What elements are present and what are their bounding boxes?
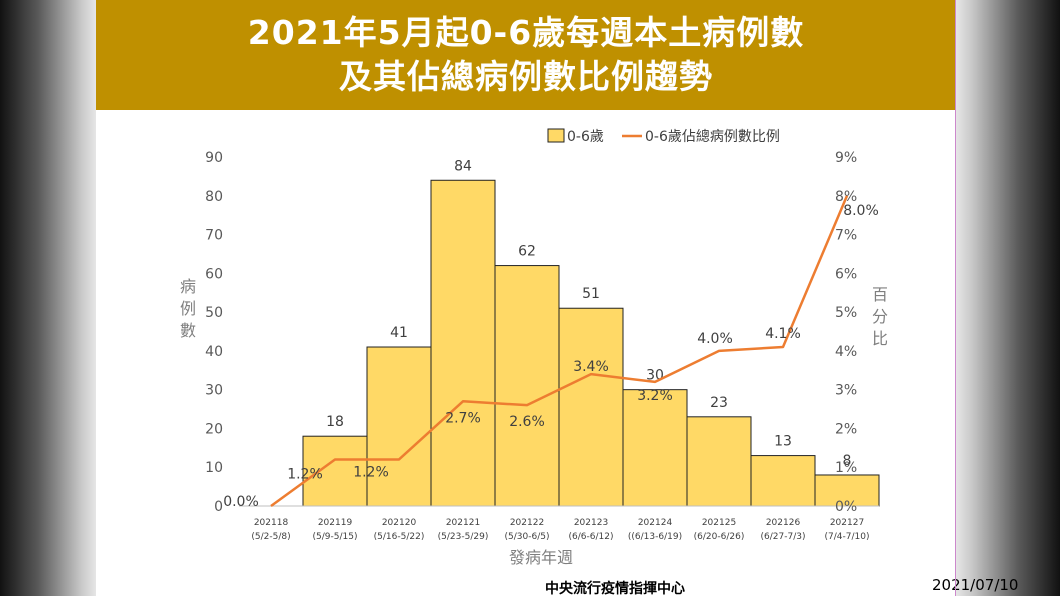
x-tick-week: 202120 [382, 518, 417, 528]
x-tick-range: (5/2-5/8) [251, 532, 290, 542]
y-right-tick-label: 3% [835, 383, 857, 399]
combo-chart: 18 41 84 62 51 30 23 13 8 0.0% 1.2% 1.2% 2.7% 2.6% 3.4… [180, 128, 888, 567]
line-value-label: 2.7% [445, 410, 481, 426]
y-right-tick-label: 4% [835, 344, 857, 360]
legend-line-label: 0-6歲佔總病例數比例 [645, 128, 780, 145]
x-tick-range: (6/6-6/12) [569, 532, 614, 542]
y-left-tick-label: 40 [205, 344, 223, 360]
x-tick-range: (6/20-6/26) [694, 532, 745, 542]
y-right-axis-title-char: 百 [872, 285, 888, 304]
y-left-tick-label: 60 [205, 266, 223, 282]
source-label: 中央流行疫情指揮中心 [545, 581, 685, 597]
title-line-1: 2021年5月起0-6歲每週本土病例數 [247, 13, 805, 52]
x-axis-title: 發病年週 [509, 548, 573, 567]
right-frame [956, 0, 1060, 596]
y-left-tick-label: 80 [205, 189, 223, 205]
line-value-label: 3.4% [573, 359, 609, 375]
y-left-tick-label: 0 [214, 499, 223, 515]
line-value-label: 8.0% [843, 203, 879, 219]
bar-value-label: 13 [774, 434, 792, 450]
bar-value-label: 18 [326, 414, 344, 430]
y-right-axis-title-char: 分 [872, 307, 888, 326]
bar-202125 [686, 416, 752, 507]
slide-edge-line [955, 0, 956, 596]
x-tick-range: (5/9-5/15) [313, 532, 358, 542]
left-frame [0, 0, 96, 596]
bar-value-label: 84 [454, 158, 472, 174]
y-right-tick-label: 9% [835, 150, 857, 166]
title-banner: 2021年5月起0-6歲每週本土病例數 及其佔總病例數比例趨勢 [96, 0, 956, 110]
y-left-tick-label: 30 [205, 383, 223, 399]
bar-202123 [558, 307, 624, 507]
bar-value-label: 51 [582, 286, 600, 302]
x-tick-week: 202123 [574, 518, 608, 528]
x-tick-week: 202121 [446, 518, 480, 528]
x-tick-week: 202124 [638, 518, 673, 528]
y-right-tick-label: 7% [835, 228, 857, 244]
y-left-axis-title-char: 數 [180, 321, 196, 340]
y-right-tick-label: 5% [835, 305, 857, 321]
bar-value-label: 23 [710, 395, 728, 411]
slide: 2021年5月起0-6歲每週本土病例數 及其佔總病例數比例趨勢 18 41 84 62… [96, 0, 1018, 597]
y-right-tick-label: 0% [835, 499, 857, 515]
x-tick-range: (5/30-6/5) [505, 532, 550, 542]
x-tick-week: 202122 [510, 518, 544, 528]
bar-202121 [430, 179, 496, 507]
x-tick-range: ((6/13-6/19) [628, 532, 682, 542]
x-tick-week: 202126 [766, 518, 801, 528]
bar-value-label: 62 [518, 244, 536, 260]
percentage-line [270, 195, 849, 508]
x-tick-range: (6/27-7/3) [761, 532, 806, 542]
x-tick-week: 202125 [702, 518, 736, 528]
title-line-2: 及其佔總病例數比例趨勢 [339, 57, 713, 96]
x-tick-range: (7/4-7/10) [825, 532, 870, 542]
y-right-tick-label: 2% [835, 421, 857, 437]
x-tick-range: (5/23-5/29) [438, 532, 489, 542]
legend-bar-label: 0-6歲 [567, 129, 604, 145]
y-right-axis-title-char: 比 [872, 329, 888, 348]
bar-202122 [494, 265, 560, 507]
line-value-label: 4.1% [765, 326, 801, 342]
bar-202120 [366, 346, 432, 507]
x-tick-week: 202119 [318, 518, 353, 528]
y-left-tick-label: 10 [205, 460, 223, 476]
date-label: 2021/07/10 [932, 576, 1019, 594]
line-value-label: 2.6% [509, 414, 545, 430]
y-left-tick-label: 20 [205, 421, 223, 437]
bar-202124 [622, 389, 688, 507]
x-tick-range: (5/16-5/22) [374, 532, 425, 542]
y-right-tick-label: 8% [835, 189, 857, 205]
bar-value-label: 8 [843, 453, 852, 469]
y-left-tick-label: 50 [205, 305, 223, 321]
y-left-tick-label: 70 [205, 228, 223, 244]
y-left-axis-title-char: 例 [180, 299, 196, 318]
y-right-tick-label: 6% [835, 266, 857, 282]
bar-202126 [750, 455, 816, 507]
y-left-axis-title-char: 病 [180, 277, 196, 296]
x-tick-week: 202118 [254, 518, 289, 528]
legend-bar-swatch [547, 128, 565, 143]
line-value-label: 0.0% [223, 494, 259, 510]
y-right-tick-label: 1% [835, 460, 857, 476]
x-tick-week: 202127 [830, 518, 864, 528]
line-value-label: 1.2% [287, 466, 323, 482]
line-value-label: 4.0% [697, 331, 733, 347]
line-value-label: 1.2% [353, 464, 389, 480]
bar-value-label: 41 [390, 325, 408, 341]
y-left-tick-label: 90 [205, 150, 223, 166]
line-value-label: 3.2% [637, 388, 673, 404]
